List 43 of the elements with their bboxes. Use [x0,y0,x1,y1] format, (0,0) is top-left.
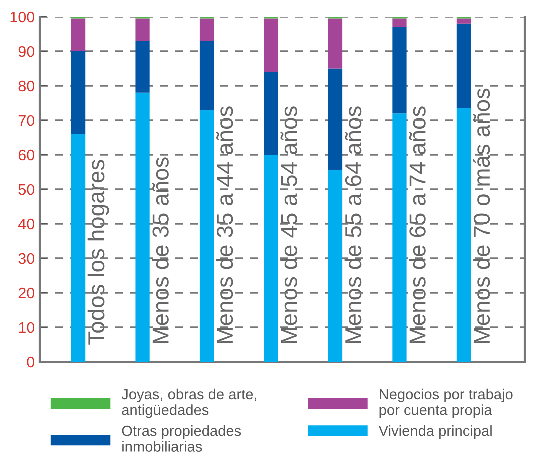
bar [136,41,150,93]
bar [392,114,407,362]
bar [328,170,343,362]
bar [71,18,86,52]
y-tick-label: 40 [18,218,35,230]
bar [136,18,150,42]
y-tick-label: 60 [18,150,35,161]
bar [71,52,86,134]
x-tick-label: Menos de 45 a 54 años [280,106,298,344]
y-tick-label: 0 [27,356,35,368]
legend-label: Otras propiedades inmobiliarias [122,426,242,452]
x-tick-label: Menos de 65 a 74 años [409,106,426,344]
bar [328,68,343,171]
y-tick-label: 80 [18,80,35,92]
bar [456,108,472,362]
bar [264,72,278,155]
y-tick-label: 90 [18,46,35,58]
y-tick-label: 100 [10,12,35,23]
bar [200,110,214,362]
legend-label: Negocios por trabajo por cuenta propia [380,388,513,418]
x-tick-label: Menos de 55 a 64 años [344,106,362,344]
bar [264,155,278,362]
legend-label: Joyas, obras de arte, antigüedades [122,388,256,418]
y-tick-label: 20 [18,288,35,299]
bar [136,92,150,362]
x-tick-label: Menos de 70 o más años [473,88,490,344]
x-tick-label: Menos de 35 a 44 años [216,106,234,344]
x-tick-label: Menos de 35 años [152,158,169,344]
bar [71,134,86,362]
bar [392,27,407,114]
bar [328,18,343,69]
y-tick-label: 50 [18,184,35,196]
legend-label: Vivienda principal [378,426,492,440]
bar [264,18,278,72]
y-tick-label: 10 [19,322,35,334]
y-tick-label: 30 [18,253,35,264]
bar [200,41,214,110]
bar [392,18,407,28]
bar [456,24,472,108]
x-tick-label: Todos los hogares [88,160,110,345]
bar [456,18,472,24]
y-tick-label: 70 [18,115,35,126]
bar [200,18,214,42]
